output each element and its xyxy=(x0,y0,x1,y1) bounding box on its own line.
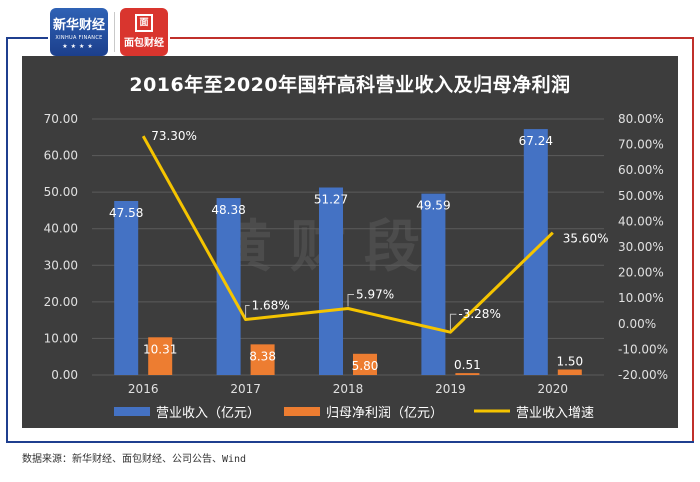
bar-revenue-label: 47.58 xyxy=(109,206,143,220)
y-right-tick-label: 70.00% xyxy=(618,138,664,152)
growth-line xyxy=(141,135,554,334)
legend-label: 营业收入（亿元） xyxy=(156,406,260,421)
source-note: 数据来源：新华财经、面包财经、公司公告、Wind xyxy=(22,454,247,465)
y-left-tick-label: 30.00 xyxy=(44,258,78,272)
y-right-tick-label: 30.00% xyxy=(618,240,664,254)
bar-revenue xyxy=(319,187,343,375)
y-left-tick-label: 50.00 xyxy=(44,185,78,199)
frame-left xyxy=(6,37,8,442)
y-right-tick-label: 60.00% xyxy=(618,163,664,177)
x-tick-label: 2020 xyxy=(538,382,569,396)
x-tick-label: 2019 xyxy=(435,382,466,396)
header-rule-right xyxy=(170,37,694,39)
frame-bottom xyxy=(6,441,694,443)
y-left-tick-label: 60.00 xyxy=(44,149,78,163)
growth-label-leader xyxy=(449,313,457,331)
logo-divider xyxy=(114,12,115,52)
bar-revenue xyxy=(114,200,139,375)
growth-point-label: 1.68% xyxy=(252,298,290,312)
bar-net-profit xyxy=(557,369,582,375)
y-right-tick-label: 20.00% xyxy=(618,266,664,280)
x-tick-label: 2017 xyxy=(230,382,261,396)
bar-net-profit xyxy=(455,373,480,375)
bar-revenue-label: 49.59 xyxy=(416,199,450,213)
y-right-tick-label: 10.00% xyxy=(618,291,664,305)
bar-revenue-label: 67.24 xyxy=(519,134,553,148)
legend-swatch xyxy=(284,407,320,416)
bar-revenue-label: 51.27 xyxy=(314,192,348,206)
mianbao-logo-mark: 面 xyxy=(135,14,153,32)
bar-net-profit-label: 1.50 xyxy=(556,355,583,369)
chart-svg: 黄财段 0.00 10.00 20.00 30.00 40.00 50.00 60.00 70.… xyxy=(44,112,668,421)
y-right-tick-label: 0.00% xyxy=(618,317,656,331)
frame-right xyxy=(692,37,694,442)
bar-net-profit-label: 5.80 xyxy=(352,359,379,373)
growth-label-leader xyxy=(347,294,354,307)
header-rule-left xyxy=(6,37,48,39)
bar-net-profit xyxy=(353,353,377,375)
bar-net-profit-label: 0.51 xyxy=(454,358,481,372)
growth-point-label: 5.97% xyxy=(356,288,394,302)
y-right-tick-label: 50.00% xyxy=(618,189,664,203)
growth-label-leader xyxy=(245,304,250,318)
bar-net-profit xyxy=(250,344,275,375)
x-tick-label: 2018 xyxy=(333,382,364,396)
bar-net-profit-label: 8.38 xyxy=(249,349,276,363)
legend-label: 归母净利润（亿元） xyxy=(326,406,443,421)
xinhua-finance-logo: 新华财经 XINHUA FINANCE ★★★★ xyxy=(50,8,108,56)
watermark-text: 黄财段 xyxy=(216,215,438,280)
mianbao-logo-name: 面包财经 xyxy=(124,38,164,49)
chart-title: 2016年至2020年国轩高科营业收入及归母净利润 xyxy=(129,74,571,96)
y-left-tick-label: 20.00 xyxy=(44,295,78,309)
y-left-tick-label: 10.00 xyxy=(44,331,78,345)
bar-net-profit-label: 10.31 xyxy=(143,342,177,356)
legend-label: 营业收入增速 xyxy=(516,406,594,421)
bar-net-profit xyxy=(148,337,173,375)
x-tick-label: 2016 xyxy=(128,382,159,396)
mianbao-finance-logo: 面 面包财经 xyxy=(120,8,168,56)
y-right-tick-label: -20.00% xyxy=(618,368,668,382)
xinhua-logo-name: 新华财经 xyxy=(52,18,105,33)
chart-panel: 2016年至2020年国轩高科营业收入及归母净利润 黄财段 0.00 10.00 20… xyxy=(22,56,678,428)
y-left-tick-label: 70.00 xyxy=(44,112,78,126)
y-left-tick-label: 0.00 xyxy=(51,368,78,382)
y-left-tick-label: 40.00 xyxy=(44,222,78,236)
growth-point-label: -3.28% xyxy=(458,307,500,321)
growth-point-label: 73.30% xyxy=(151,129,197,143)
bar-revenue-label: 48.38 xyxy=(211,203,245,217)
y-right-tick-label: -10.00% xyxy=(618,342,668,356)
growth-point-label: 35.60% xyxy=(563,232,609,246)
xinhua-logo-stars: ★★★★ xyxy=(62,43,96,50)
xinhua-logo-subtitle: XINHUA FINANCE xyxy=(55,35,103,41)
legend-swatch xyxy=(114,407,150,416)
y-right-tick-label: 40.00% xyxy=(618,214,664,228)
bar-revenue xyxy=(421,193,446,375)
bar-revenue xyxy=(523,129,548,375)
y-right-tick-label: 80.00% xyxy=(618,112,664,126)
